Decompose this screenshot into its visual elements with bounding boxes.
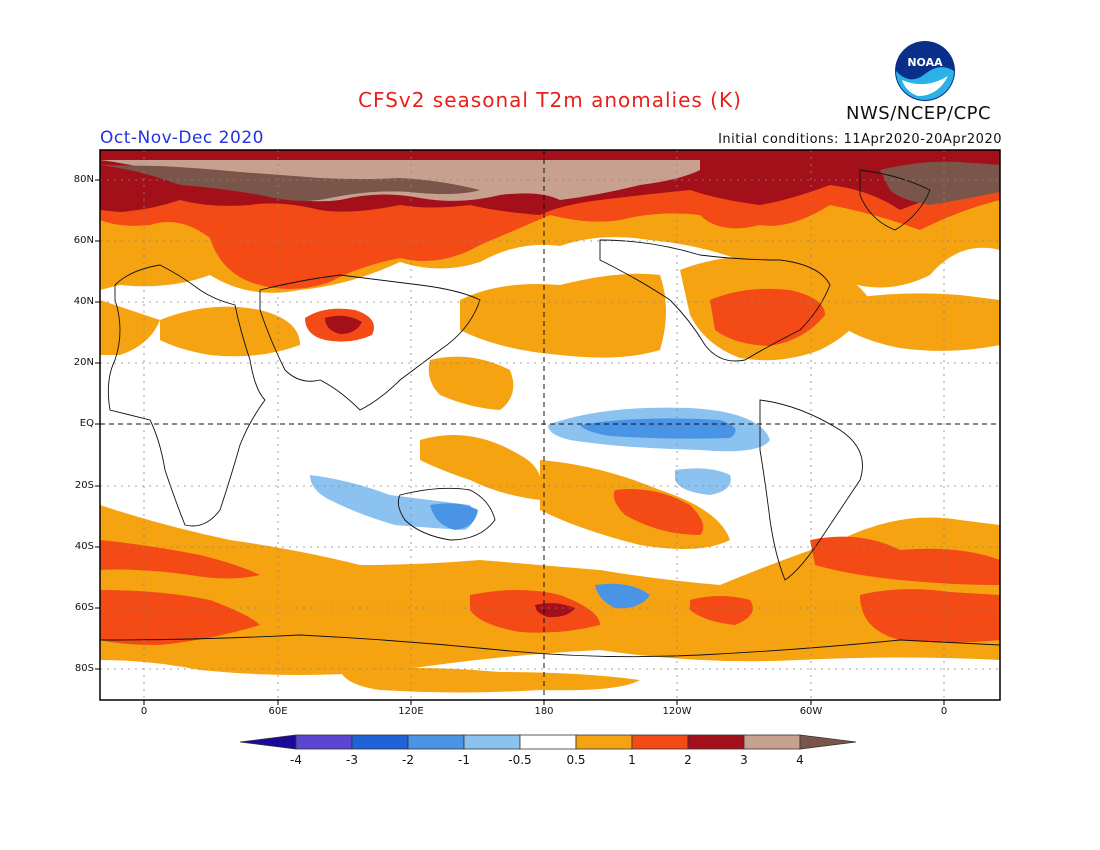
colorbar-swatch-6 [575, 734, 633, 750]
gridlines [100, 150, 1000, 700]
east-pacific-cool [675, 468, 731, 495]
colorbar-swatch-4 [463, 734, 521, 750]
tibet-strong [325, 315, 362, 334]
southern-ocean-strong [535, 603, 575, 618]
north-pacific-warm [460, 273, 666, 358]
lon-label-0-east: 0 [940, 706, 948, 717]
colorbar-swatch-10 [799, 734, 857, 750]
southern-ocean-warm-west [100, 540, 260, 579]
colorbar-swatch-8 [687, 734, 745, 750]
north-pacific-warm-2 [428, 356, 514, 410]
lon-label-120w: 120W [662, 706, 692, 717]
colorbar-swatch-0 [239, 734, 297, 750]
colorbar-label-neg4: -4 [290, 753, 302, 767]
lon-label-180: 180 [534, 706, 554, 717]
lat-label-eq: EQ [79, 418, 94, 429]
lat-label-60s: 60S [74, 602, 94, 613]
southern-ocean-warm-4 [860, 589, 1000, 643]
forecast-period: Oct-Nov-Dec 2020 [100, 128, 264, 148]
antarctic-weak-warm [340, 667, 640, 693]
maritime-warm [420, 435, 542, 500]
map-title: CFSv2 seasonal T2m anomalies (K) [358, 88, 742, 112]
initial-conditions: Initial conditions: 11Apr2020-20Apr2020 [718, 132, 1002, 147]
coast-australia [397, 487, 496, 541]
indian-ocean-cool [310, 475, 474, 530]
southern-pacific-cool [595, 583, 650, 609]
agency-label: NWS/NCEP/CPC [846, 103, 992, 124]
colorbar-label-neg3: -3 [346, 753, 358, 767]
colorbar-swatch-2 [351, 734, 409, 750]
colorbar-label-1: 1 [628, 753, 636, 767]
africa-north-warm [160, 306, 300, 357]
europe-west-warm [100, 300, 160, 355]
anomaly-field [100, 150, 1000, 700]
colorbar-label-2: 2 [684, 753, 692, 767]
lat-label-20s: 20S [74, 480, 94, 491]
map-frame [99, 149, 1001, 701]
colorbar-label-neg1: -1 [458, 753, 470, 767]
australia-cool [430, 503, 478, 530]
southern-ocean-warm-1 [100, 590, 260, 645]
lon-label-60w: 60W [799, 706, 823, 717]
colorbar-label-neg2: -2 [402, 753, 414, 767]
logo-text: NOAA [907, 56, 943, 69]
coast-north-america [599, 239, 831, 362]
lat-label-80n: 80N [73, 174, 94, 185]
colorbar-label-4: 4 [796, 753, 804, 767]
lat-label-20n: 20N [73, 357, 94, 368]
coast-greenland [859, 169, 931, 231]
colorbar-swatch-5 [519, 734, 577, 750]
equatorial-pacific-cool-core [580, 418, 736, 439]
colorbar-label-neg05: -0.5 [508, 753, 532, 767]
lon-label-0-west: 0 [140, 706, 148, 717]
coast-africa-europe [107, 264, 266, 527]
coast-antarctica [100, 634, 1000, 658]
southern-ocean-warm-2 [470, 590, 600, 633]
south-atlantic-warm [810, 536, 1000, 585]
colorbar-label-05: 0.5 [566, 753, 586, 767]
south-pacific-warm [613, 489, 704, 535]
colorbar-swatch-3 [407, 734, 465, 750]
southern-ocean-weak-warm [100, 505, 1000, 675]
coast-south-america [759, 399, 863, 581]
coastlines [100, 169, 1000, 658]
greenland-extreme-warm [880, 161, 1000, 205]
lat-label-40n: 40N [73, 296, 94, 307]
lat-label-80s: 80S [74, 663, 94, 674]
arctic-extreme-warm [100, 165, 480, 201]
atlantic-warm [840, 293, 1000, 351]
southern-ocean-warm-3 [690, 596, 753, 625]
noaa-logo: NOAA [895, 41, 955, 101]
lon-label-120e: 120E [398, 706, 424, 717]
coast-asia [259, 274, 481, 411]
colorbar-label-3: 3 [740, 753, 748, 767]
lon-label-60e: 60E [268, 706, 288, 717]
colorbar [239, 734, 857, 750]
lat-label-60n: 60N [73, 235, 94, 246]
lat-label-40s: 40S [74, 541, 94, 552]
colorbar-swatch-7 [631, 734, 689, 750]
colorbar-swatch-9 [743, 734, 801, 750]
tick-marks [95, 179, 945, 705]
reference-lines [100, 150, 1000, 700]
colorbar-swatch-1 [295, 734, 353, 750]
